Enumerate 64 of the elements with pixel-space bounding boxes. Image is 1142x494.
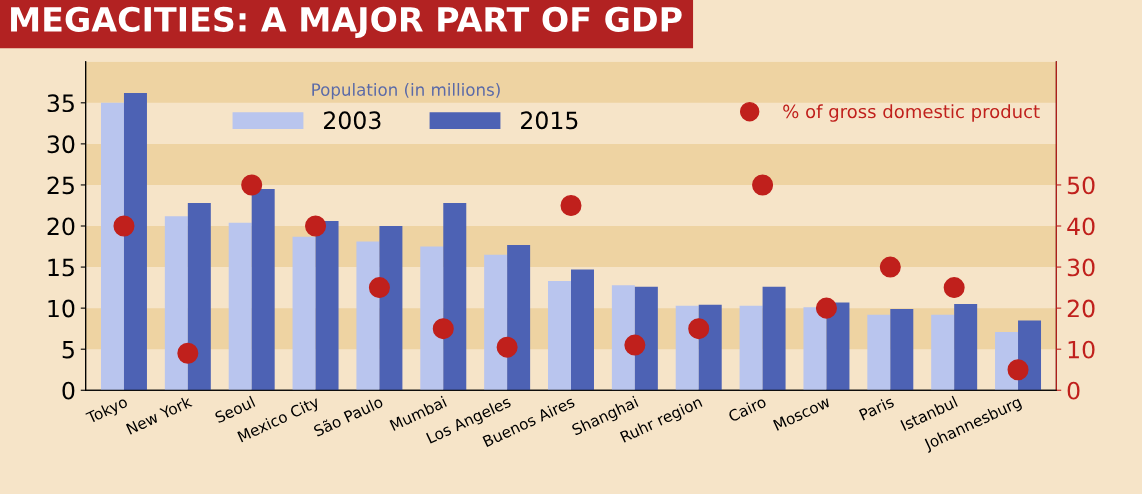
point (752, 174, 774, 196)
point (624, 334, 646, 356)
point (943, 277, 965, 299)
legend-label: % of gross domestic product (783, 104, 1040, 122)
legend-title: Population (in millions) (312, 83, 500, 100)
point (879, 256, 901, 278)
point (432, 318, 454, 340)
bar (100, 102, 124, 391)
chart-title: MEGACITIES: A MAJOR PART OF GDP (11, 6, 682, 39)
y-tick-label: 25 (47, 176, 74, 195)
bar (890, 308, 914, 391)
bar (356, 241, 380, 391)
bar (123, 92, 147, 391)
bar (420, 246, 444, 391)
bar (379, 226, 403, 391)
point (305, 215, 327, 237)
bar (548, 281, 571, 391)
bar (931, 314, 955, 391)
bar (762, 286, 786, 391)
bar (164, 216, 188, 391)
y2-tick-label: 20 (1067, 299, 1095, 318)
y-tick-label: 5 (62, 340, 74, 359)
bar (803, 307, 827, 391)
point (688, 318, 710, 340)
bar (228, 222, 252, 391)
bar (698, 304, 722, 391)
bar (634, 286, 658, 391)
bar (867, 314, 891, 391)
point (496, 336, 518, 358)
point (368, 277, 390, 299)
y-tick-label: 20 (47, 217, 75, 236)
y-tick-label: 15 (48, 258, 74, 277)
point (113, 215, 135, 237)
x-tick-label: Paris (858, 395, 895, 421)
bar (826, 302, 850, 391)
y-tick-label: 30 (47, 135, 75, 154)
bar (484, 254, 508, 391)
legend-label: 2003 (324, 111, 381, 130)
bar (611, 285, 635, 391)
point (815, 297, 837, 319)
bar (292, 236, 316, 391)
y2-tick-label: 0 (1067, 381, 1080, 400)
y-tick-label: 10 (48, 299, 75, 318)
y-tick-label: 35 (47, 94, 74, 113)
point (560, 194, 582, 216)
y2-tick-label: 40 (1067, 217, 1095, 236)
bar (507, 244, 531, 391)
y2-tick-label: 30 (1067, 258, 1095, 277)
bar (571, 269, 594, 391)
bar (187, 203, 211, 391)
legend-label: 2015 (521, 111, 578, 130)
y2-tick-label: 50 (1067, 176, 1095, 195)
bar (954, 304, 978, 391)
point (177, 342, 199, 364)
point (241, 174, 263, 196)
bar (251, 189, 275, 391)
bar (675, 305, 699, 391)
bar (739, 305, 763, 391)
bar (315, 221, 339, 391)
y2-tick-label: 10 (1068, 340, 1095, 359)
point (1007, 359, 1029, 381)
bar (443, 203, 467, 391)
x-tick-label: Cairo (727, 395, 767, 423)
y-tick-label: 0 (62, 381, 75, 400)
